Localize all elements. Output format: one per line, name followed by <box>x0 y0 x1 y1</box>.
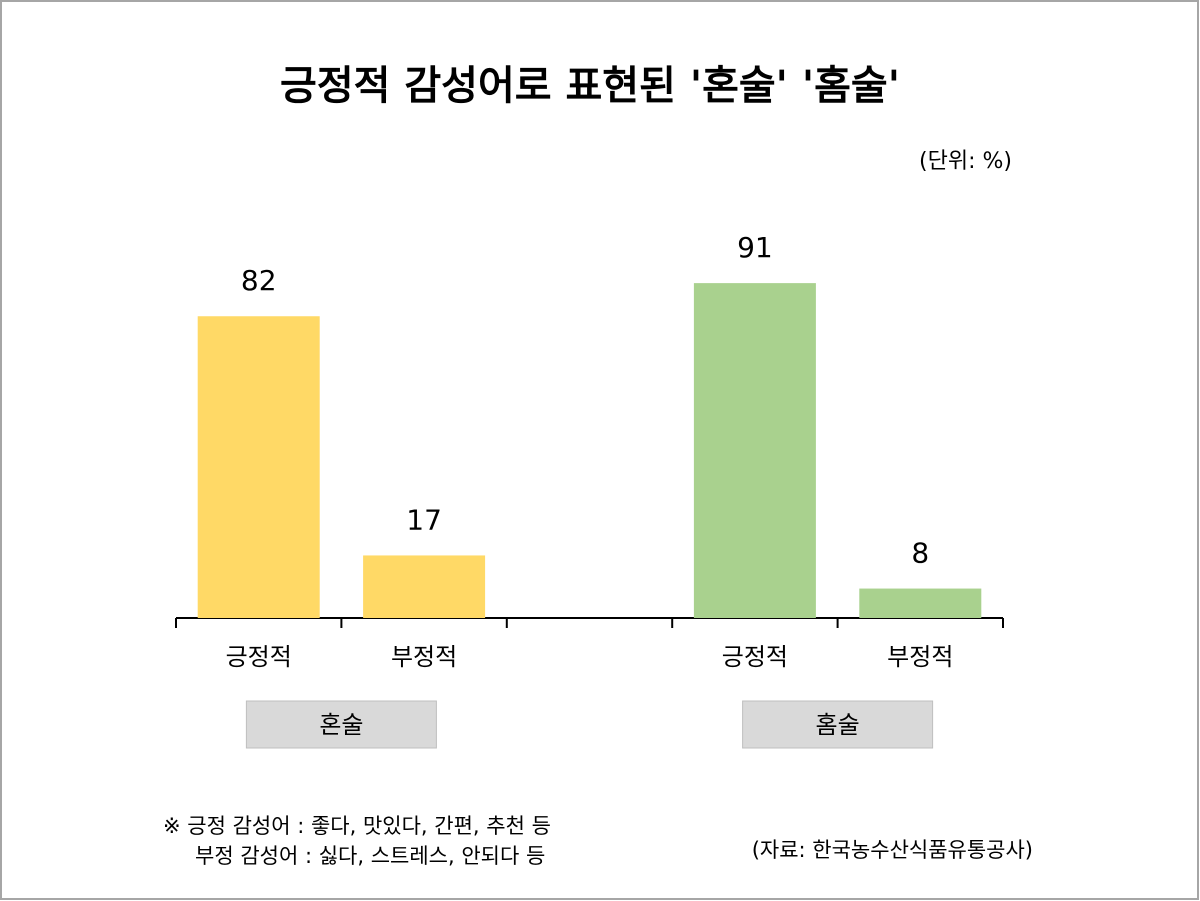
footnote: ※ 긍정 감성어 : 좋다, 맛있다, 간편, 추천 등 <box>163 814 551 838</box>
group-box <box>742 700 934 749</box>
group-label: 혼술 <box>319 711 363 739</box>
value-label: 82 <box>241 264 277 297</box>
group-box <box>245 700 437 749</box>
value-label: 17 <box>406 503 442 536</box>
x-tick-label: 긍정적 <box>226 643 292 671</box>
chart-title: 긍정적 감성어로 표현된 '혼술' '홈술' <box>280 63 900 109</box>
value-label: 91 <box>737 231 773 264</box>
x-tick-label: 부정적 <box>391 643 457 671</box>
bar <box>197 316 320 618</box>
unit-label: (단위: %) <box>919 149 1012 174</box>
bar <box>363 555 486 618</box>
x-tick-label: 부정적 <box>887 643 953 671</box>
source: (자료: 한국농수산식품유통공사) <box>752 838 1033 862</box>
x-tick-label: 긍정적 <box>722 643 788 671</box>
bar <box>859 588 982 618</box>
bar <box>693 283 816 618</box>
footnote: 부정 감성어 : 싫다, 스트레스, 안되다 등 <box>195 844 545 868</box>
value-label: 8 <box>911 537 929 570</box>
group-label: 홈술 <box>816 711 860 739</box>
